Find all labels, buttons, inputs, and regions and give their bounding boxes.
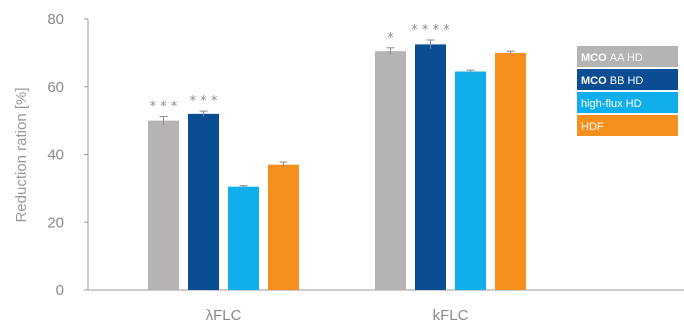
- y-tick-label: 20: [47, 214, 64, 231]
- bar: [148, 120, 179, 290]
- bar: [188, 113, 219, 290]
- significance-label: * * *: [150, 100, 178, 115]
- bar: [375, 51, 406, 291]
- legend-swatch: [577, 115, 678, 136]
- significance-label: * * * *: [411, 23, 450, 38]
- y-axis-label: Reduction ration [%]: [13, 87, 30, 222]
- category-labels: λFLC kFLC: [206, 307, 469, 322]
- legend-entry: HDF: [581, 121, 604, 133]
- legend-entry: MCO AA HD: [581, 52, 643, 64]
- legend: MCO AA HD MCO BB HD high-flux HD HDF: [577, 46, 678, 136]
- significance-label: * * *: [190, 94, 218, 109]
- bar: [495, 52, 526, 290]
- y-tick-label: 80: [47, 11, 64, 28]
- y-tick-label: 40: [47, 147, 64, 164]
- significance-label: *: [387, 31, 394, 46]
- legend-swatch: [577, 46, 678, 67]
- bar: [228, 186, 259, 290]
- bar: [268, 164, 299, 290]
- y-tick-label: 0: [56, 282, 64, 299]
- bar: [415, 44, 446, 290]
- x-tick-label: λFLC: [206, 307, 242, 322]
- y-axis-ticks: 0 20 40 60 80: [47, 11, 88, 299]
- x-tick-label: kFLC: [433, 307, 469, 322]
- bar: [455, 71, 486, 290]
- legend-swatch: [577, 92, 678, 113]
- y-tick-label: 60: [47, 79, 64, 96]
- legend-entry: MCO BB HD: [581, 75, 643, 87]
- legend-swatch: [577, 69, 678, 90]
- legend-entry: high-flux HD: [581, 98, 642, 110]
- bars: * * * * * * * * * * *: [148, 23, 526, 291]
